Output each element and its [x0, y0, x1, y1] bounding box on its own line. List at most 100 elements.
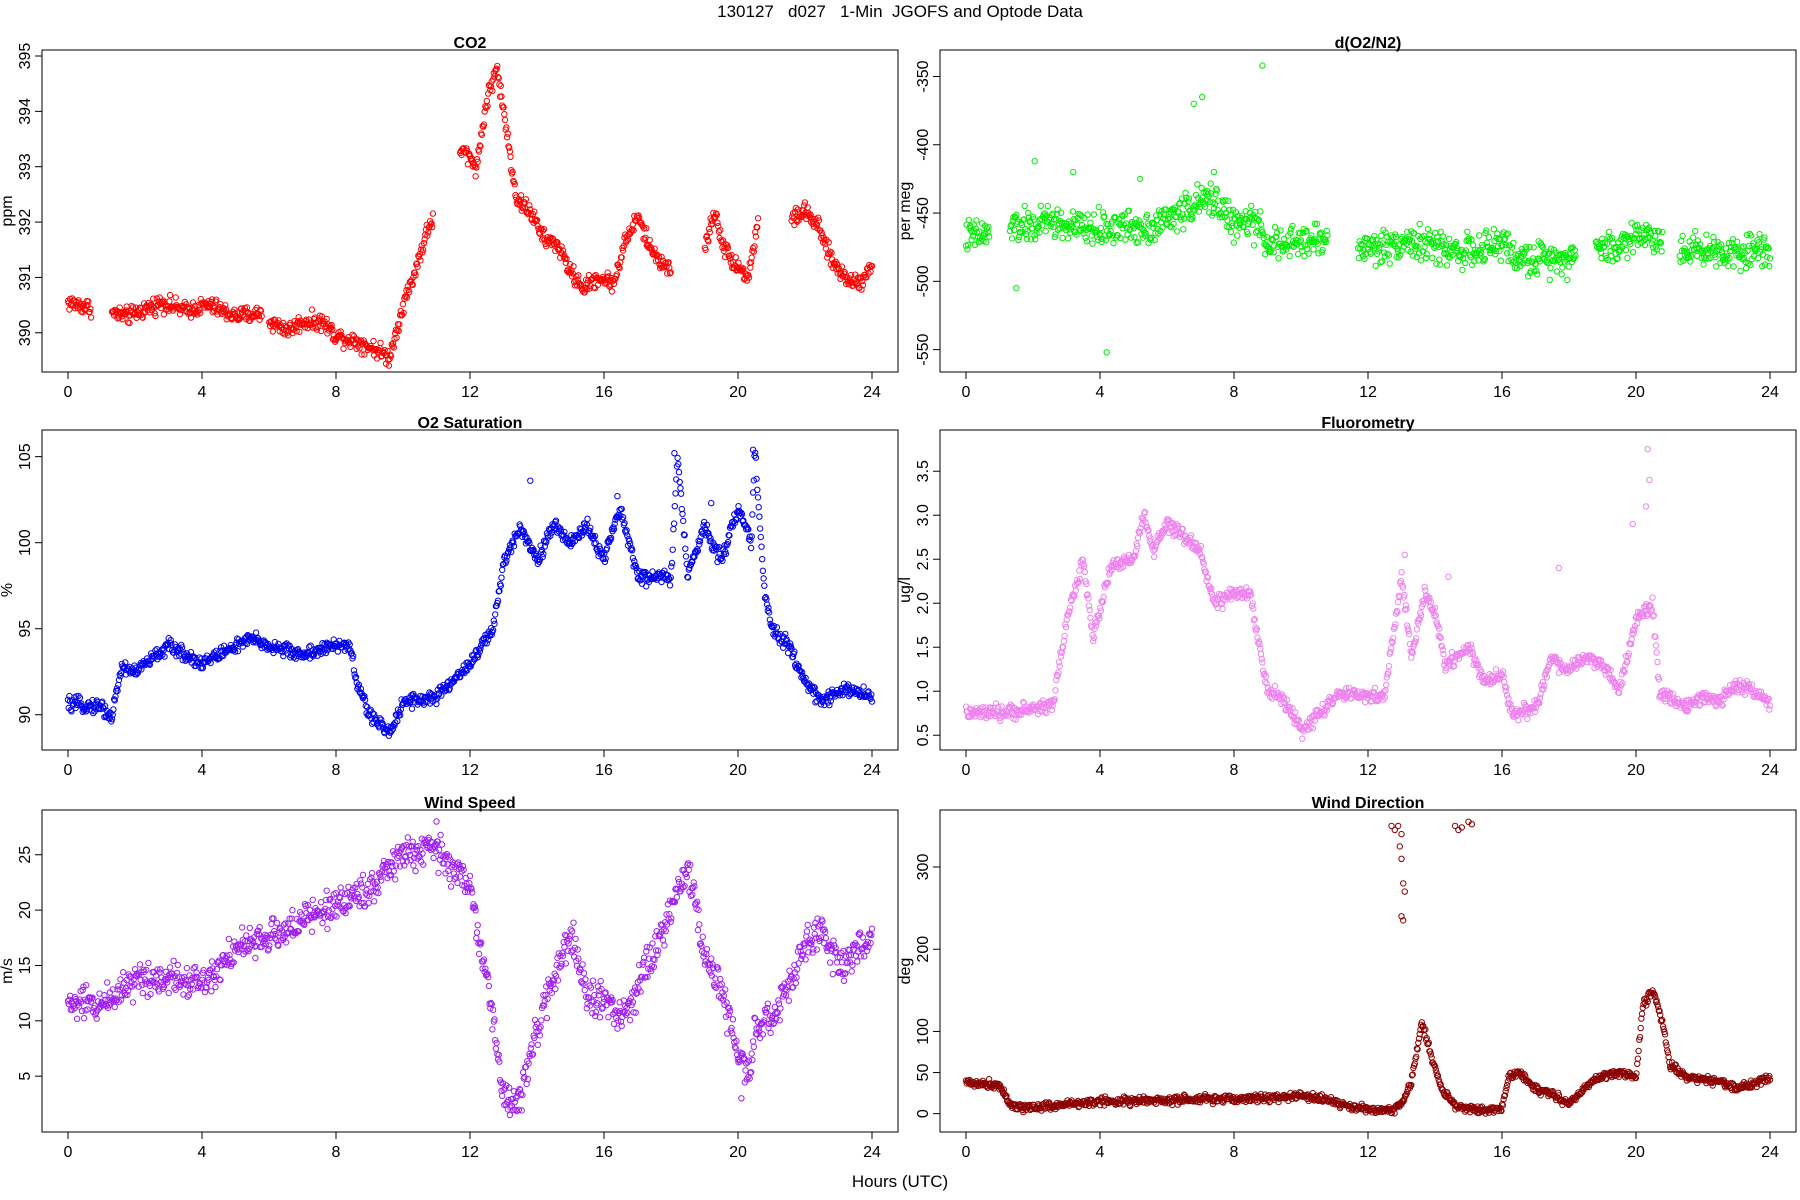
- data-point: [517, 523, 524, 530]
- data-point: [184, 993, 191, 1000]
- data-point: [258, 644, 265, 652]
- data-point: [385, 732, 393, 739]
- data-point: [1462, 247, 1470, 254]
- x-tick-label: 4: [198, 384, 207, 401]
- data-point: [1056, 663, 1063, 670]
- data-point: [1234, 232, 1241, 239]
- data-point: [713, 211, 720, 218]
- x-tick-label: 16: [595, 384, 613, 401]
- data-point: [378, 716, 385, 723]
- data-point: [1141, 508, 1149, 516]
- data-point: [1432, 612, 1440, 619]
- data-point: [748, 254, 755, 261]
- y-tick-label: -400: [915, 129, 932, 161]
- data-point: [104, 708, 111, 715]
- data-point: [407, 698, 414, 706]
- data-point: [489, 87, 496, 95]
- data-point: [361, 692, 368, 700]
- data-point: [409, 838, 416, 845]
- y-tick-label: 393: [17, 153, 34, 180]
- y-axis-label: m/s: [0, 958, 16, 984]
- y-tick-label: 395: [17, 43, 34, 70]
- data-point: [1613, 255, 1621, 263]
- data-point: [1434, 238, 1442, 245]
- data-point: [754, 224, 761, 231]
- data-point: [151, 310, 158, 317]
- data-point: [680, 531, 688, 538]
- data-point: [1540, 686, 1547, 693]
- data-point: [1653, 649, 1660, 656]
- data-point: [1097, 607, 1105, 614]
- data-point: [1315, 250, 1322, 257]
- data-point: [1634, 221, 1641, 229]
- data-point: [1747, 232, 1755, 239]
- data-point: [203, 983, 210, 991]
- data-point: [1067, 604, 1074, 611]
- data-point: [1584, 658, 1591, 666]
- data-point: [1392, 610, 1400, 617]
- data-point: [1533, 267, 1540, 274]
- data-point: [420, 239, 428, 247]
- data-point: [1421, 583, 1428, 591]
- data-point: [833, 260, 841, 267]
- data-point: [1289, 222, 1296, 230]
- data-point: [1025, 209, 1032, 217]
- data-point: [1321, 712, 1328, 719]
- data-point: [226, 951, 233, 959]
- data-point: [476, 142, 483, 149]
- x-tick-label: 16: [595, 762, 613, 779]
- data-point: [668, 563, 675, 570]
- data-point: [1515, 717, 1522, 724]
- data-point: [815, 214, 822, 221]
- data-point: [1700, 261, 1707, 268]
- data-point: [614, 493, 621, 500]
- data-point: [664, 270, 671, 277]
- data-point: [508, 548, 515, 556]
- data-point: [333, 913, 340, 920]
- data-point: [1546, 276, 1554, 283]
- data-point: [1316, 230, 1324, 237]
- data-point: [192, 963, 199, 971]
- data-point: [306, 643, 313, 651]
- data-point: [1562, 252, 1570, 259]
- y-tick-label: 2.0: [915, 592, 932, 614]
- data-point: [443, 686, 450, 694]
- y-axis-label: %: [0, 583, 16, 597]
- data-point: [391, 722, 398, 729]
- data-point: [490, 617, 497, 624]
- data-point: [409, 281, 416, 288]
- data-point: [1435, 632, 1442, 640]
- data-point: [596, 543, 603, 550]
- data-point: [1603, 240, 1611, 247]
- data-point: [1108, 567, 1115, 574]
- data-point: [389, 343, 396, 350]
- data-point: [1553, 268, 1561, 275]
- data-point: [212, 983, 219, 991]
- data-point: [220, 642, 228, 649]
- data-point: [1061, 632, 1068, 640]
- data-point: [145, 660, 153, 668]
- data-point: [318, 313, 325, 320]
- data-point: [1057, 209, 1065, 216]
- data-point: [1097, 604, 1104, 612]
- data-point: [1083, 592, 1091, 599]
- data-point: [1136, 217, 1143, 224]
- data-point: [1143, 214, 1150, 221]
- data-point: [1501, 678, 1508, 686]
- data-point: [1252, 229, 1260, 236]
- data-point: [1724, 262, 1732, 270]
- data-point: [1292, 709, 1299, 716]
- data-point: [680, 517, 687, 525]
- data-point: [97, 705, 105, 713]
- data-point: [1381, 694, 1389, 701]
- data-point: [166, 298, 173, 305]
- data-point: [1409, 649, 1416, 656]
- data-point: [1412, 638, 1419, 645]
- data-point: [160, 983, 168, 991]
- data-point: [1050, 223, 1057, 231]
- data-point: [540, 225, 548, 233]
- data-point: [278, 927, 286, 934]
- data-point: [410, 862, 417, 869]
- data-point: [501, 111, 508, 118]
- data-point: [172, 986, 179, 993]
